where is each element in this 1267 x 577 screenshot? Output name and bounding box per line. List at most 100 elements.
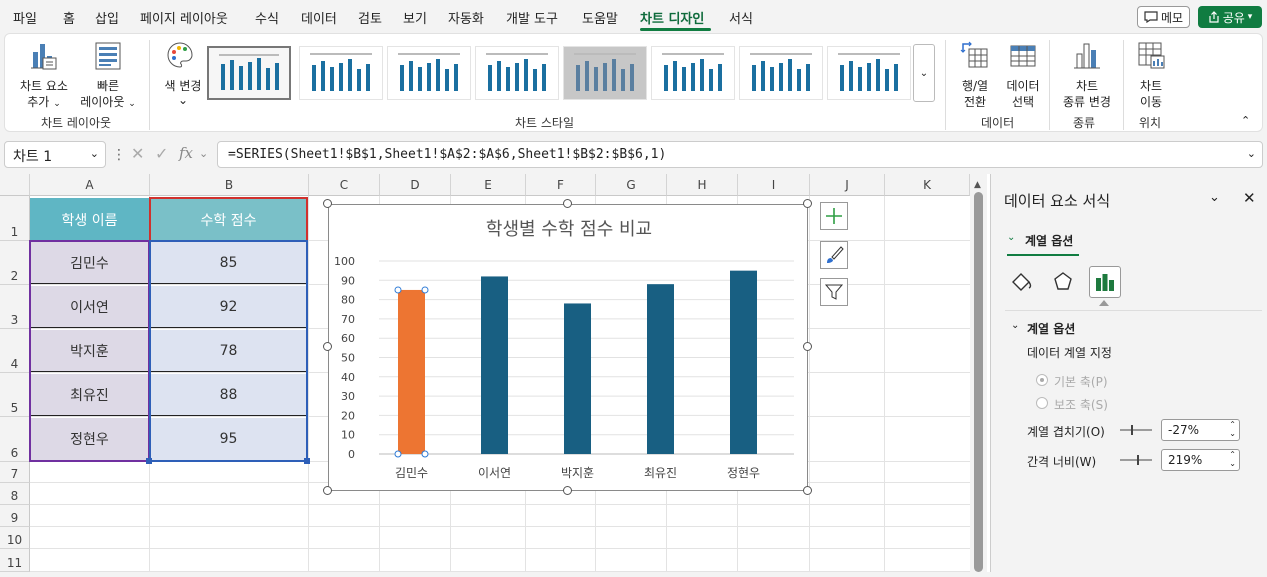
column-header-E[interactable]: E	[451, 174, 526, 196]
resize-handle-ne[interactable]	[803, 199, 812, 208]
switch-row-column-button[interactable]: 행/열 전환	[951, 38, 999, 110]
chart-filters-button[interactable]	[820, 278, 848, 306]
row-header-9[interactable]: 9	[0, 505, 30, 527]
column-header-B[interactable]: B	[150, 174, 309, 196]
cell-math-score[interactable]: 85	[150, 242, 307, 284]
effects-icon[interactable]	[1051, 270, 1075, 294]
select-all-corner[interactable]	[0, 174, 30, 196]
resize-handle-n[interactable]	[563, 199, 572, 208]
cell-math-score[interactable]: 78	[150, 330, 307, 372]
tab-series-options[interactable]: ⌄ 계열 옵션	[1007, 232, 1079, 254]
resize-handle-e[interactable]	[803, 342, 812, 351]
column-header-F[interactable]: F	[526, 174, 596, 196]
column-header-D[interactable]: D	[380, 174, 451, 196]
row-header-1[interactable]: 1	[0, 196, 30, 241]
chevron-down-icon[interactable]: ⌄	[1246, 147, 1256, 160]
row-header-4[interactable]: 4	[0, 329, 30, 373]
resize-handle-s[interactable]	[563, 486, 572, 495]
series-options-icon-button[interactable]	[1089, 266, 1121, 298]
cell-math-score[interactable]: 88	[150, 374, 307, 416]
gap-width-slider[interactable]	[1119, 453, 1153, 467]
spin-icon[interactable]: ⌃ ⌄	[1229, 420, 1236, 438]
table-header-score[interactable]: 수학 점수	[150, 198, 307, 241]
column-header-K[interactable]: K	[885, 174, 970, 196]
menu-automate[interactable]: 자동화	[448, 12, 484, 27]
menu-home[interactable]: 홈	[63, 12, 75, 27]
chart-style-1[interactable]	[207, 46, 291, 100]
column-header-A[interactable]: A	[30, 174, 150, 196]
selected-point-handle[interactable]	[421, 450, 429, 458]
chart-style-3[interactable]	[387, 46, 471, 100]
cell-math-score[interactable]: 95	[150, 418, 307, 461]
chart-style-6[interactable]	[651, 46, 735, 100]
series-overlap-slider[interactable]	[1119, 423, 1153, 437]
chart-style-5[interactable]	[563, 46, 647, 100]
cell-student-name[interactable]: 최유진	[30, 374, 149, 416]
collapse-ribbon-icon[interactable]: ⌃	[1241, 114, 1251, 127]
resize-handle-nw[interactable]	[323, 199, 332, 208]
cell-math-score[interactable]: 92	[150, 286, 307, 328]
select-data-button[interactable]: 데이터 선택	[999, 38, 1047, 110]
column-header-J[interactable]: J	[810, 174, 885, 196]
more-options-icon[interactable]: ⋮	[112, 147, 126, 163]
chart-area[interactable]: 학생별 수학 점수 비교 0 10 20 30 40 50 60 70 80 90 100 김민수 이서…	[328, 204, 808, 491]
menu-data[interactable]: 데이터	[301, 12, 337, 27]
change-chart-type-button[interactable]: 차트 종류 변경	[1055, 38, 1119, 110]
fill-line-icon[interactable]	[1009, 270, 1035, 294]
selected-point-handle[interactable]	[421, 286, 429, 294]
resize-handle-sw[interactable]	[323, 486, 332, 495]
column-header-C[interactable]: C	[309, 174, 380, 196]
share-button[interactable]: 공유 ▾	[1198, 6, 1262, 28]
cell-student-name[interactable]: 이서연	[30, 286, 149, 328]
chart-bar-박지훈[interactable]	[564, 303, 591, 454]
range-handle[interactable]	[304, 458, 310, 464]
chart-plot[interactable]: 0 10 20 30 40 50 60 70 80 90 100 김민수 이서연 박지훈 최유진 정현우	[329, 205, 809, 492]
row-header-8[interactable]: 8	[0, 483, 30, 505]
pane-options-icon[interactable]: ⌄	[1209, 190, 1220, 205]
cell-student-name[interactable]: 김민수	[30, 242, 149, 284]
chart-title[interactable]: 학생별 수학 점수 비교	[485, 219, 653, 240]
menu-developer[interactable]: 개발 도구	[506, 12, 558, 27]
move-chart-button[interactable]: 차트 이동	[1127, 38, 1175, 110]
menu-page-layout[interactable]: 페이지 레이아웃	[140, 12, 228, 27]
menu-view[interactable]: 보기	[403, 12, 427, 27]
row-header-11[interactable]: 11	[0, 549, 30, 572]
chart-style-8[interactable]	[827, 46, 911, 100]
menu-insert[interactable]: 삽입	[95, 12, 119, 27]
menu-file[interactable]: 파일	[13, 12, 37, 27]
chart-style-7[interactable]	[739, 46, 823, 100]
menu-review[interactable]: 검토	[358, 12, 382, 27]
chart-styles-button[interactable]	[820, 241, 848, 269]
row-header-10[interactable]: 10	[0, 527, 30, 549]
spin-icon[interactable]: ⌃ ⌄	[1229, 450, 1236, 468]
chart-bar-김민수[interactable]	[398, 289, 425, 454]
row-header-2[interactable]: 2	[0, 241, 30, 285]
chart-elements-button[interactable]	[820, 202, 848, 230]
section-series-options[interactable]: 계열 옵션	[1027, 322, 1076, 336]
confirm-icon[interactable]: ✓	[155, 144, 169, 163]
quick-layout-button[interactable]: 빠른 레이아웃 ⌄	[77, 38, 139, 110]
resize-handle-se[interactable]	[803, 486, 812, 495]
range-handle[interactable]	[146, 458, 152, 464]
insert-function-icon[interactable]: fx	[179, 144, 194, 162]
series-overlap-input[interactable]: -27% ⌃ ⌄	[1161, 419, 1240, 441]
close-icon[interactable]: ✕	[1243, 189, 1256, 207]
name-box[interactable]: 차트 1 ⌄	[4, 141, 106, 168]
gap-width-input[interactable]: 219% ⌃ ⌄	[1161, 449, 1240, 471]
selected-point-handle[interactable]	[394, 286, 402, 294]
row-header-3[interactable]: 3	[0, 285, 30, 329]
column-header-I[interactable]: I	[738, 174, 810, 196]
table-header-name[interactable]: 학생 이름	[30, 198, 149, 241]
chart-style-4[interactable]	[475, 46, 559, 100]
menu-help[interactable]: 도움말	[582, 12, 618, 27]
chart-bar-이서연[interactable]	[481, 276, 508, 454]
menu-format[interactable]: 서식	[729, 12, 753, 27]
secondary-axis-radio[interactable]	[1036, 397, 1048, 409]
change-colors-button[interactable]: 색 변경 ⌄	[155, 38, 205, 110]
scrollbar-thumb[interactable]	[974, 192, 983, 572]
chart-styles-more-button[interactable]: ⌄	[913, 44, 935, 102]
chart-style-2[interactable]	[299, 46, 383, 100]
primary-axis-radio[interactable]	[1036, 374, 1048, 386]
resize-handle-w[interactable]	[323, 342, 332, 351]
chevron-down-icon[interactable]: ⌄	[1011, 320, 1020, 331]
